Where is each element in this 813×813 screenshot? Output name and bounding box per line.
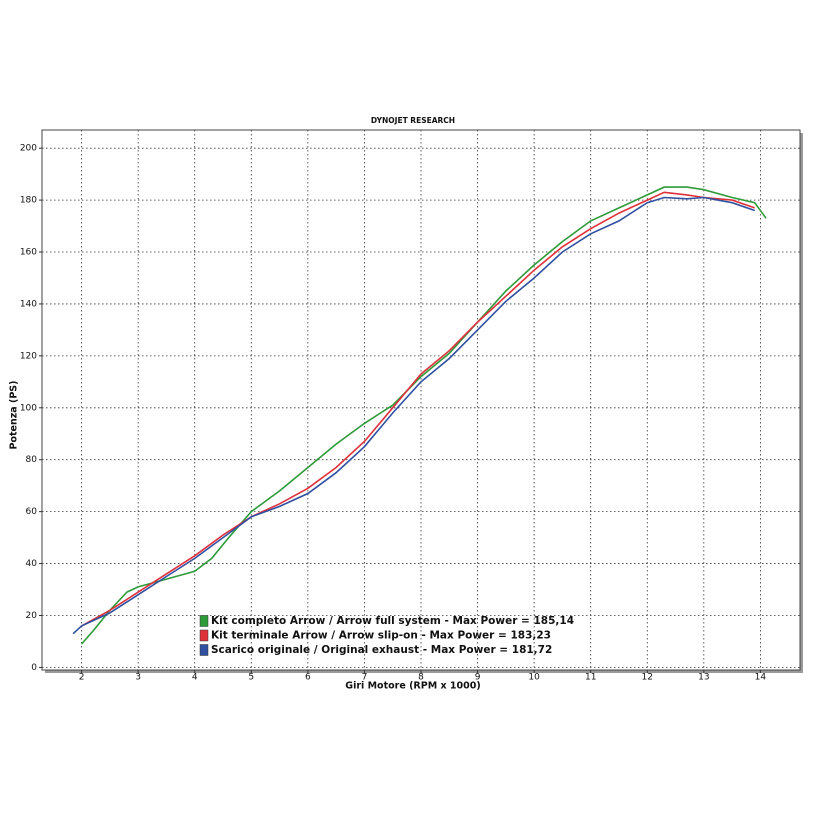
legend-swatch bbox=[199, 615, 209, 627]
x-axis-label: Giri Motore (RPM x 1000) bbox=[345, 681, 480, 692]
y-tick-label: 160 bbox=[20, 248, 37, 258]
x-tick-label: 3 bbox=[135, 673, 141, 683]
x-tick-label: 9 bbox=[475, 673, 481, 683]
x-tick-label: 8 bbox=[418, 673, 424, 683]
y-tick-label: 80 bbox=[26, 455, 38, 465]
x-tick-label: 6 bbox=[305, 673, 311, 683]
legend-label: Scarico originale / Original exhaust - M… bbox=[211, 644, 552, 656]
legend-label: Kit terminale Arrow / Arrow slip-on - Ma… bbox=[211, 630, 551, 642]
x-tick-label: 4 bbox=[192, 673, 198, 683]
grid: 0 20 40 60 80 100 120 140 160 180 200 2 3 4 5 6 7 8 9 10 11 1… bbox=[20, 130, 800, 683]
x-tick-label: 13 bbox=[698, 673, 709, 683]
legend: Kit completo Arrow / Arrow full system -… bbox=[199, 615, 574, 656]
y-tick-label: 40 bbox=[26, 559, 38, 569]
legend-swatch bbox=[199, 629, 209, 642]
series-line bbox=[72, 196, 755, 635]
plot-frame bbox=[41, 129, 801, 671]
y-tick-label: 60 bbox=[26, 507, 38, 517]
y-tick-label: 140 bbox=[20, 299, 37, 309]
series-line bbox=[81, 191, 755, 627]
y-tick-label: 180 bbox=[20, 196, 37, 206]
y-axis-label: Potenza (PS) bbox=[9, 381, 20, 450]
legend-swatch bbox=[199, 644, 209, 656]
chart-title: DYNOJET RESEARCH bbox=[371, 116, 455, 125]
y-tick-label: 100 bbox=[20, 403, 37, 413]
x-tick-label: 11 bbox=[585, 673, 596, 683]
y-tick-label: 0 bbox=[31, 663, 37, 673]
x-tick-label: 5 bbox=[248, 673, 254, 683]
x-tick-label: 12 bbox=[642, 673, 653, 683]
legend-label: Kit completo Arrow / Arrow full system -… bbox=[211, 615, 574, 627]
x-tick-label: 14 bbox=[755, 673, 767, 683]
x-tick-label: 10 bbox=[528, 673, 540, 683]
y-tick-label: 20 bbox=[26, 611, 38, 621]
y-tick-label: 200 bbox=[20, 144, 37, 154]
x-tick-label: 7 bbox=[362, 673, 368, 683]
y-tick-label: 120 bbox=[20, 351, 37, 361]
lines bbox=[72, 186, 767, 645]
x-tick-label: 2 bbox=[79, 673, 85, 683]
